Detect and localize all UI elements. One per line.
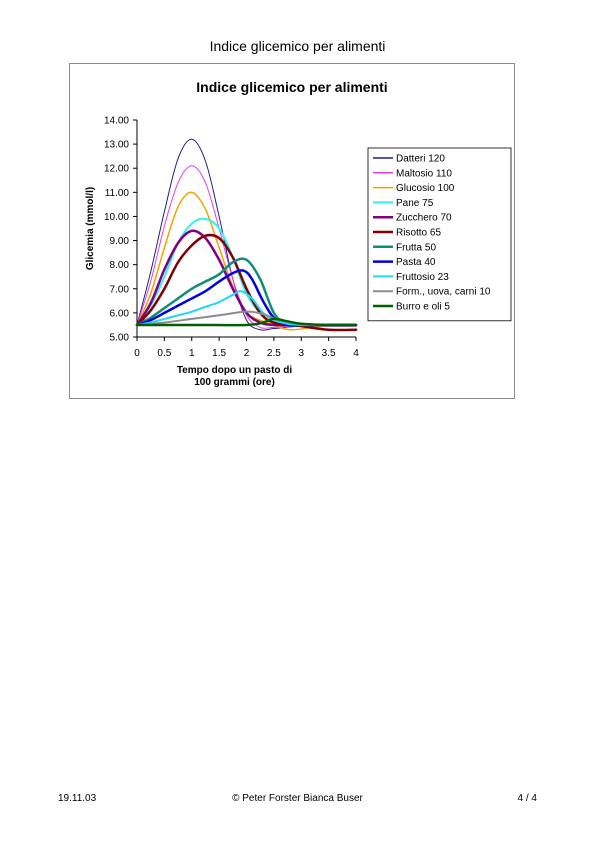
legend-label: Datteri 120 bbox=[396, 154, 445, 165]
y-tick-label: 8.00 bbox=[110, 260, 130, 271]
legend: Datteri 120 Maltosio 110 Glucosio 100 Pane … bbox=[367, 147, 512, 322]
chart-frame: Indice glicemico per alimenti 5.00 6.00 7.… bbox=[69, 63, 515, 399]
chart-title: Indice glicemico per alimenti bbox=[196, 79, 387, 95]
series-line bbox=[136, 290, 357, 327]
legend-label: Glucosio 100 bbox=[396, 183, 455, 194]
x-tick-label: 2 bbox=[244, 348, 250, 359]
y-tick-label: 10.00 bbox=[104, 212, 129, 223]
legend-label: Form., uova, carni 10 bbox=[396, 287, 491, 298]
footer-copyright: © Peter Forster Bianca Buser bbox=[232, 793, 363, 804]
legend-label: Risotto 65 bbox=[396, 228, 441, 239]
footer-date: 19.11.03 bbox=[58, 793, 97, 804]
series-line bbox=[136, 138, 357, 331]
y-tick-label: 12.00 bbox=[104, 164, 129, 175]
legend-label: Burro e oli 5 bbox=[396, 302, 450, 313]
y-tick-label: 7.00 bbox=[110, 284, 130, 295]
y-tick-label: 11.00 bbox=[105, 188, 130, 199]
x-tick-label: 1 bbox=[189, 348, 195, 359]
x-tick-label: 0 bbox=[134, 348, 140, 359]
legend-label: Frutta 50 bbox=[396, 242, 436, 253]
x-tick-label: 0.5 bbox=[157, 348, 171, 359]
y-tick-label: 13.00 bbox=[104, 140, 129, 151]
legend-label: Zucchero 70 bbox=[396, 213, 452, 224]
x-tick-label: 4 bbox=[353, 348, 359, 359]
chart: Indice glicemico per alimenti 5.00 6.00 7.… bbox=[85, 79, 512, 389]
x-tick-label: 3 bbox=[298, 348, 304, 359]
y-axis-label: Glicemia (mmol/l) bbox=[85, 187, 96, 270]
x-tick-label: 1.5 bbox=[212, 348, 226, 359]
y-tick-label: 14.00 bbox=[104, 116, 129, 127]
footer-page-number: 4 / 4 bbox=[517, 793, 537, 804]
legend-label: Maltosio 110 bbox=[396, 168, 452, 179]
plot-area: 5.00 6.00 7.00 8.00 9.00 10.00 11.00 12.00 13.00… bbox=[85, 116, 359, 389]
legend-label: Pasta 40 bbox=[396, 257, 436, 268]
x-axis-label: 100 grammi (ore) bbox=[194, 377, 275, 388]
x-axis-label: Tempo dopo un pasto di bbox=[177, 365, 293, 376]
y-tick-label: 9.00 bbox=[110, 236, 130, 247]
x-tick-label: 2.5 bbox=[267, 348, 281, 359]
legend-label: Fruttosio 23 bbox=[396, 272, 449, 283]
y-tick-label: 5.00 bbox=[110, 333, 130, 344]
y-tick-label: 6.00 bbox=[110, 308, 130, 319]
series-line bbox=[135, 317, 358, 327]
page-title: Indice glicemico per alimenti bbox=[209, 38, 386, 54]
legend-label: Pane 75 bbox=[396, 198, 434, 209]
x-tick-label: 3.5 bbox=[322, 348, 336, 359]
